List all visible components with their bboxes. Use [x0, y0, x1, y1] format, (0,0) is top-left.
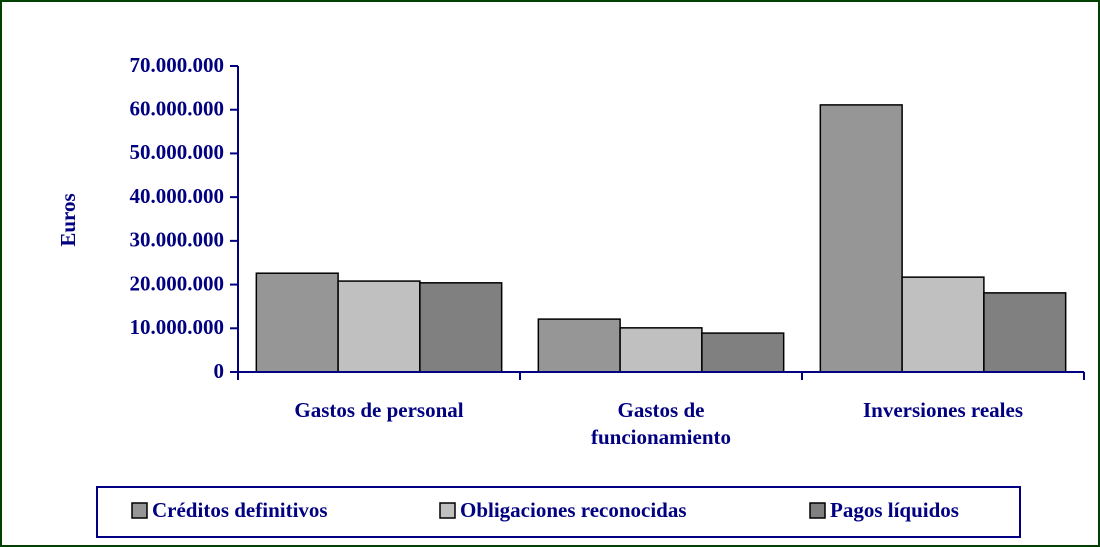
y-tick-label: 50.000.000 — [130, 140, 225, 164]
x-tick-label: Inversiones reales — [862, 398, 1023, 422]
bar — [537, 318, 621, 373]
legend-box — [96, 486, 1021, 538]
legend-label: Créditos definitivos — [152, 498, 328, 522]
y-tick-label: 10.000.000 — [130, 315, 225, 339]
x-tick-label: Gastos de funcionamiento — [590, 398, 731, 449]
bar — [255, 272, 339, 373]
bar — [983, 292, 1067, 373]
bar — [337, 280, 421, 373]
legend-swatch — [439, 502, 456, 519]
legend-label: Pagos líquidos — [830, 498, 959, 522]
y-tick-label: 20.000.000 — [130, 271, 225, 295]
y-tick-label: 0 — [214, 359, 225, 383]
y-tick-label: 40.000.000 — [130, 184, 225, 208]
y-tick-label: 30.000.000 — [130, 228, 225, 252]
bar — [901, 276, 985, 373]
y-axis-label: Euros — [56, 193, 80, 246]
legend-swatch — [131, 502, 148, 519]
legend-swatch — [809, 502, 826, 519]
bar — [701, 332, 785, 373]
bar — [819, 104, 903, 373]
bar — [419, 282, 503, 373]
legend-label: Obligaciones reconocidas — [460, 498, 687, 522]
bar — [619, 327, 703, 373]
y-tick-label: 60.000.000 — [130, 97, 225, 121]
x-tick-label: Gastos de personal — [294, 398, 464, 422]
y-tick-label: 70.000.000 — [130, 53, 225, 77]
